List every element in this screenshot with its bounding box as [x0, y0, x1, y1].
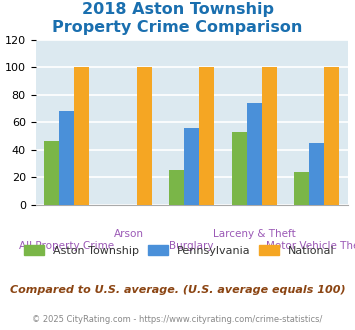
Text: Burglary: Burglary: [169, 241, 214, 251]
Text: © 2025 CityRating.com - https://www.cityrating.com/crime-statistics/: © 2025 CityRating.com - https://www.city…: [32, 315, 323, 324]
Bar: [44, 141, 59, 205]
Text: Compared to U.S. average. (U.S. average equals 100): Compared to U.S. average. (U.S. average …: [10, 285, 345, 295]
Bar: [74, 67, 89, 205]
Legend: Aston Township, Pennsylvania, National: Aston Township, Pennsylvania, National: [20, 241, 339, 260]
Text: Property Crime Comparison: Property Crime Comparison: [52, 20, 303, 35]
Bar: [137, 67, 152, 205]
Bar: [59, 111, 74, 205]
Text: Motor Vehicle Theft: Motor Vehicle Theft: [266, 241, 355, 251]
Text: Arson: Arson: [114, 229, 144, 239]
Text: Larceny & Theft: Larceny & Theft: [213, 229, 296, 239]
Bar: [309, 143, 324, 205]
Bar: [324, 67, 339, 205]
Bar: [199, 67, 214, 205]
Bar: [294, 172, 309, 205]
Bar: [262, 67, 277, 205]
Bar: [247, 103, 262, 205]
Text: 2018 Aston Township: 2018 Aston Township: [82, 2, 273, 16]
Text: All Property Crime: All Property Crime: [19, 241, 114, 251]
Bar: [232, 132, 247, 205]
Bar: [169, 170, 184, 205]
Bar: [184, 128, 199, 205]
